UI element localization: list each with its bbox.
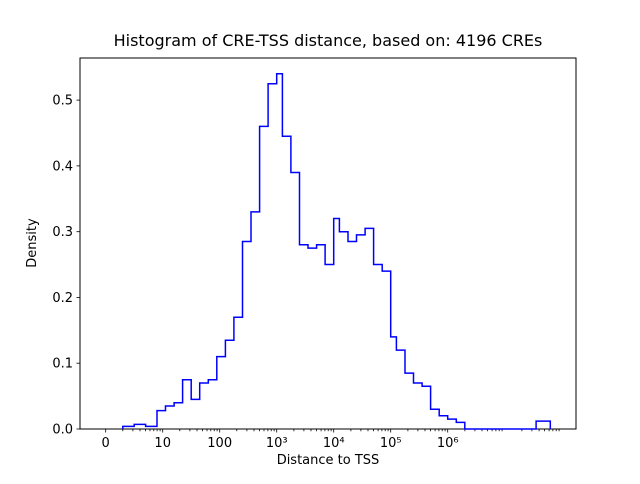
y-tick-label: 0.4 (52, 159, 73, 174)
plot-area (79, 57, 577, 430)
y-tick-label: 0.2 (52, 291, 73, 306)
y-tick-label: 0.0 (52, 423, 73, 438)
x-tick-label: 10³ (266, 436, 288, 451)
x-axis-label: Distance to TSS (277, 453, 380, 468)
x-tick-label: 10⁴ (323, 436, 345, 451)
chart-title: Histogram of CRE-TSS distance, based on:… (114, 31, 543, 50)
x-tick-label: 100 (207, 436, 232, 451)
y-axis-label: Density (25, 218, 40, 268)
y-tick-label: 0.3 (52, 225, 73, 240)
x-tick-label: 10⁶ (437, 436, 459, 451)
x-tick-label: 10 (154, 436, 171, 451)
histogram-step-line (122, 73, 552, 430)
histogram-series (122, 73, 552, 430)
y-tick-label: 0.5 (52, 94, 73, 109)
axis-ticks: 0 10 100 10³ 10⁴ 10⁵ 10⁶ 0.0 0.1 0.2 0.3 0.4 0.5 (52, 94, 560, 451)
y-tick-label: 0.1 (52, 357, 73, 372)
x-tick-label: 0 (102, 436, 110, 451)
x-tick-label: 10⁵ (380, 436, 402, 451)
